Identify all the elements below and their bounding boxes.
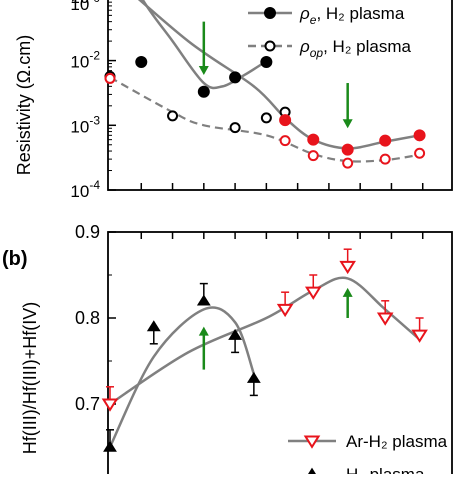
legend-a-marker-0 xyxy=(264,7,276,19)
panel-a-point-rho-e xyxy=(260,56,273,69)
panel-b-point-ar xyxy=(101,398,119,412)
panel-b-point-h xyxy=(246,371,261,383)
legend-b-marker-0 xyxy=(303,435,321,449)
panel-a-point-rho-op xyxy=(260,112,272,124)
panel-b-point-ar xyxy=(376,312,394,326)
panel-b-point-ar xyxy=(339,260,356,275)
panel-a-arrow-1 xyxy=(342,83,353,129)
panel-a-ytick-label-1: 10-2 xyxy=(70,49,100,72)
panel-b-frame xyxy=(107,231,453,479)
panel-a-ylabel: Resistivity (Ω.cm) xyxy=(14,35,34,175)
legend-a-label-0: ρe, H₂ plasma xyxy=(299,4,405,27)
legend-a-marker-1 xyxy=(264,40,276,52)
panel-b-point-h xyxy=(103,440,117,452)
panel-a-point-red-filled xyxy=(279,114,292,127)
panel-b-point-ar xyxy=(276,303,294,318)
panel-a-point-red-filled xyxy=(413,129,426,142)
panel-a-point-red-open xyxy=(279,135,291,147)
panel-b-label: (b) xyxy=(2,248,28,270)
panel-b: 0.9 0.8 0.7 (b) Hf(III)/Hf(III)+Hf(IV) Ar-H₂ … xyxy=(2,222,453,479)
panel-a-point-red-open xyxy=(379,153,391,165)
panel-a-point-red-filled xyxy=(379,134,392,147)
panel-b-ylabel: Hf(III)/Hf(III)+Hf(IV) xyxy=(20,302,40,455)
panel-a-point-red-filled xyxy=(341,143,354,156)
panel-a-point-rho-e xyxy=(229,71,242,84)
panel-b-line-h xyxy=(108,306,256,448)
panel-a-arrow-1-head xyxy=(342,119,353,129)
panel-a-line-black xyxy=(141,0,268,90)
panel-a-point-rho-op xyxy=(229,122,241,134)
panel-a-ytick-label-2: 10-3 xyxy=(70,113,100,136)
panel-b-ytick-label-1: 0.8 xyxy=(75,308,100,328)
panel-a-ytick-label-partial: 10-0 xyxy=(70,0,100,14)
panel-a-point-rho-op xyxy=(167,110,179,122)
panel-b-point-h xyxy=(146,320,161,332)
panel-b-arrow-0 xyxy=(198,326,209,370)
panel-b-point-h xyxy=(228,328,242,340)
panel-a-point-rho-e xyxy=(135,56,148,69)
legend-b-marker-1 xyxy=(305,467,319,479)
panel-b-point-h xyxy=(196,294,211,306)
panel-a-arrow-0 xyxy=(198,21,209,75)
legend-b-label-1: H₂ plasma xyxy=(346,465,425,474)
panel-a: 10-1 10-2 10-3 10-4 10-0 Resistivity (Ω.cm) ρe… xyxy=(14,0,453,201)
panel-a-point-red-open xyxy=(104,72,116,84)
legend-b-label-0: Ar-H₂ plasma xyxy=(346,432,448,451)
panel-b-line-ar xyxy=(109,276,421,406)
panel-a-point-red-open xyxy=(414,147,426,159)
panel-a-point-red-filled xyxy=(307,133,320,146)
panel-b-ytick-label-0: 0.9 xyxy=(75,222,100,242)
panel-b-ytick-label-2: 0.7 xyxy=(75,394,100,414)
panel-a-line-red xyxy=(137,0,420,150)
panel-b-arrow-1 xyxy=(342,287,353,318)
legend-a-label-1: ρop, H₂ plasma xyxy=(299,37,412,60)
panel-a-point-red-open xyxy=(307,150,319,162)
panel-a-point-rho-e xyxy=(197,85,210,98)
panel-a-ytick-label-0: 10-1 xyxy=(70,0,100,7)
panel-a-frame xyxy=(107,0,453,191)
panel-a-ytick-label-3: 10-4 xyxy=(70,178,100,201)
panel-b-point-ar xyxy=(304,286,322,300)
panel-a-arrow-0-head xyxy=(198,65,209,75)
panel-a-point-red-open xyxy=(342,157,354,169)
panel-b-point-ar xyxy=(411,329,428,343)
panel-b-arrow-0-head xyxy=(198,326,209,336)
panel-b-arrow-1-head xyxy=(342,287,353,297)
